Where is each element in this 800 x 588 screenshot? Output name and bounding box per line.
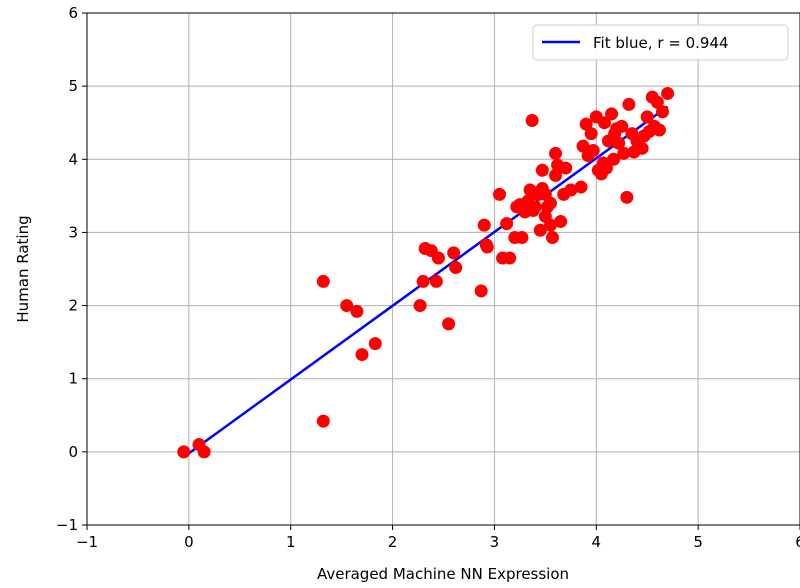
data-point — [597, 116, 611, 130]
x-tick-label: −1 — [76, 533, 98, 551]
data-point — [605, 107, 619, 121]
data-point — [431, 251, 445, 265]
data-point — [579, 117, 593, 131]
plot-frame — [86, 12, 800, 526]
y-tick-label: 0 — [68, 443, 78, 461]
legend-fit-label: Fit blue, r = 0.944 — [593, 34, 729, 52]
data-point — [652, 123, 666, 137]
data-point — [543, 218, 557, 232]
data-point — [503, 251, 517, 265]
data-point — [429, 274, 443, 288]
data-point — [525, 114, 539, 128]
data-point — [549, 146, 563, 160]
data-point — [615, 119, 629, 133]
y-tick-label: 1 — [68, 370, 78, 388]
x-tick-label: 2 — [388, 533, 398, 551]
data-point — [535, 163, 549, 177]
data-point — [533, 223, 547, 237]
data-point — [316, 274, 330, 288]
data-point — [543, 196, 557, 210]
data-point — [493, 187, 507, 201]
data-point — [449, 261, 463, 275]
data-point — [477, 218, 491, 232]
data-point — [655, 105, 669, 119]
data-point — [355, 348, 369, 362]
data-point — [584, 127, 598, 141]
data-point — [564, 183, 578, 197]
data-point — [350, 304, 364, 318]
data-point — [574, 180, 588, 194]
y-tick-label: 6 — [68, 4, 78, 22]
ticks-layer: −1 0 1 2 3 4 5 6 −1 0 1 2 3 4 5 6 — [56, 4, 800, 551]
y-tick-label: 3 — [68, 223, 78, 241]
data-point — [559, 161, 573, 175]
data-point — [545, 231, 559, 245]
x-tick-label: 4 — [592, 533, 602, 551]
grid-layer — [86, 12, 800, 526]
data-point — [447, 246, 461, 260]
data-point — [612, 136, 626, 150]
data-point — [528, 200, 542, 214]
data-point — [661, 86, 675, 100]
data-point — [316, 414, 330, 428]
data-point — [442, 317, 456, 331]
data-point — [586, 144, 600, 158]
x-axis-label: Averaged Machine NN Expression — [317, 565, 569, 583]
x-tick-label: 1 — [286, 533, 296, 551]
data-point — [474, 284, 488, 298]
data-point — [500, 217, 514, 231]
x-tick-label: 3 — [490, 533, 500, 551]
data-point — [607, 152, 621, 166]
data-point — [340, 299, 354, 313]
x-tick-label: 6 — [795, 533, 800, 551]
data-point — [599, 161, 613, 175]
y-tick-label: −1 — [56, 516, 78, 534]
data-point — [480, 240, 494, 254]
y-axis-label: Human Rating — [14, 215, 32, 322]
data-point — [635, 141, 649, 155]
data-point — [549, 168, 563, 182]
data-point — [416, 274, 430, 288]
data-point — [620, 190, 634, 204]
legend-box — [532, 24, 789, 61]
data-point — [368, 337, 382, 351]
data-point — [640, 110, 654, 124]
data-point — [650, 95, 664, 109]
data-point — [554, 214, 568, 228]
data-point — [177, 445, 191, 459]
y-tick-label: 4 — [68, 150, 78, 168]
y-tick-label: 2 — [68, 297, 78, 315]
x-tick-label: 0 — [184, 533, 194, 551]
data-point — [617, 146, 631, 160]
data-point — [197, 445, 211, 459]
axes-layer — [86, 12, 800, 526]
data-point — [576, 139, 590, 153]
data-point — [413, 299, 427, 313]
x-tick-label: 5 — [693, 533, 703, 551]
y-tick-label: 5 — [68, 77, 78, 95]
points-layer — [177, 86, 675, 459]
data-point — [515, 231, 529, 245]
data-point — [622, 97, 636, 111]
legend: Fit blue, r = 0.944 — [532, 24, 789, 61]
